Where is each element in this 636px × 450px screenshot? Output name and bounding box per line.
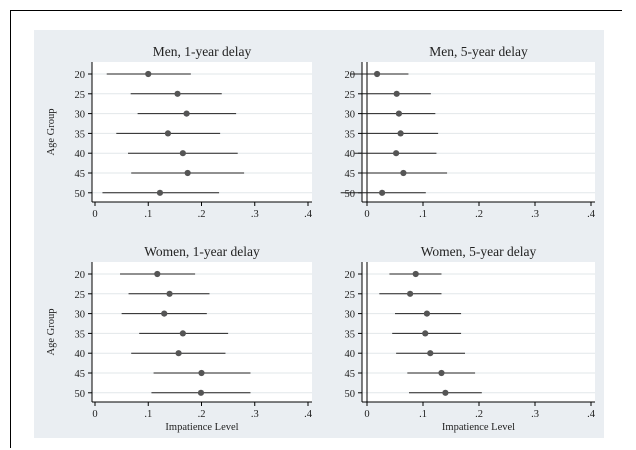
panel-1-point-estimate (156, 189, 164, 196)
panel-4-x-tick-label: 0 (364, 409, 369, 420)
panel-3-point-estimate (166, 290, 173, 297)
panel-2-point-estimate (395, 110, 403, 117)
panel-2-x-tick-label: .3 (531, 209, 539, 220)
panel-2-x-tick-label: .2 (475, 209, 483, 220)
panel-2-point-estimate (400, 169, 407, 177)
panel-1-y-tick-label: 25 (75, 90, 86, 101)
chart-grid: Men, 1-year delay 20 25 30 35 40 45 50 0 .1 .2 .3 .4… (46, 44, 596, 433)
panel-4-x-axis-label: Impatience Level (442, 422, 515, 433)
panel-2-y-tick-label: 30 (345, 110, 356, 121)
panel-3-x-tick-label: .2 (198, 409, 206, 420)
panel-2-point-estimate (393, 90, 400, 97)
panel-3-x-tick-label: .1 (144, 409, 152, 420)
figure-background: Men, 1-year delay 20 25 30 35 40 45 50 0 .1 .2 .3 .4… (34, 30, 604, 438)
panel-2-x-tick-label: 0 (364, 209, 369, 220)
panel-1-y-tick-label: 35 (75, 129, 86, 140)
panel-3-point-estimate (175, 350, 182, 357)
panel-4-x-tick-label: .2 (475, 409, 483, 420)
panel-3-point-estimate (154, 270, 161, 278)
panel-3-y-tick-label: 50 (75, 389, 86, 400)
panel-3-point-estimate (179, 330, 186, 337)
panel-2-y-tick-label: 25 (345, 90, 356, 101)
panel-1-y-tick-label: 40 (75, 149, 86, 160)
panel-4-point-estimate (407, 290, 414, 297)
panel-1-point-estimate (183, 110, 190, 117)
panel-3-y-tick-label: 45 (75, 369, 86, 380)
panel-1-plot-area (92, 62, 312, 202)
panel-1-point-estimate (184, 169, 191, 177)
panel-4-x-tick-label: .1 (419, 409, 427, 420)
panel-3-y-tick-label: 30 (75, 310, 86, 321)
panel-1-x-tick-label: .3 (251, 209, 259, 220)
panel-1-title: Men, 1-year delay (153, 44, 252, 59)
panel-1-x-tick-label: .1 (144, 209, 152, 220)
panel-1-point-estimate (174, 90, 181, 97)
panel-3-point-estimate (197, 389, 205, 396)
panel-4-x-tick-label: .3 (531, 409, 539, 420)
panel-4-point-estimate (423, 310, 431, 317)
panel-3-x-axis-label: Impatience Level (165, 422, 238, 433)
panel-1-y-tick-label: 20 (75, 70, 86, 81)
panel-4-x-tick-label: .4 (587, 409, 596, 420)
panel-3-title: Women, 1-year delay (144, 244, 260, 259)
panel-1-point-estimate (164, 130, 172, 137)
panel-1-point-estimate (179, 150, 186, 157)
panel-1-y-axis-label: Age Group (46, 109, 57, 156)
panel-4-point-estimate (422, 330, 429, 337)
panel-2-y-tick-label: 20 (345, 70, 356, 81)
panel-2-title: Men, 5-year delay (429, 44, 528, 59)
panel-3-x-tick-label: 0 (92, 409, 97, 420)
panel-1-y-tick-label: 50 (75, 189, 86, 200)
panel-2-plot-area (362, 62, 595, 202)
panel-4-y-tick-label: 40 (345, 349, 356, 360)
panel-2-x-tick-label: .1 (419, 209, 427, 220)
panel-2-point-estimate (373, 70, 381, 78)
panel-4-y-tick-label: 25 (345, 290, 356, 301)
panel-4-y-tick-label: 50 (345, 389, 356, 400)
panel-1-x-tick-label: 0 (92, 209, 97, 220)
panel-3-y-axis-label: Age Group (46, 309, 57, 356)
panel-2-point-estimate (393, 150, 400, 157)
figure-frame (10, 10, 622, 448)
panel-3-x-tick-label: .3 (251, 409, 259, 420)
panel-2-x-tick-label: .4 (587, 209, 596, 220)
panel-4-plot-area (362, 262, 595, 402)
panel-4-y-tick-label: 45 (345, 369, 356, 380)
panel-3-point-estimate (198, 369, 205, 377)
panel-2-point-estimate (379, 189, 386, 196)
panel-3-point-estimate (161, 310, 168, 317)
panel-3-x-tick-label: .4 (304, 409, 313, 420)
panel-4-point-estimate (427, 350, 434, 357)
panel-1-y-tick-label: 45 (75, 169, 86, 180)
panel-3-y-tick-label: 25 (75, 290, 86, 301)
panel-3-y-tick-label: 20 (75, 270, 86, 281)
panel-3-y-tick-label: 40 (75, 349, 86, 360)
panel-4-y-tick-label: 20 (345, 270, 356, 281)
panel-2-y-tick-label: 50 (345, 189, 356, 200)
panel-4-y-tick-label: 35 (345, 329, 356, 340)
panel-3-plot-area (92, 262, 312, 402)
panel-2-point-estimate (397, 130, 404, 137)
panel-4-point-estimate (438, 369, 445, 377)
panel-4-point-estimate (412, 270, 419, 278)
panel-1-x-tick-label: .4 (304, 209, 313, 220)
panel-2-y-tick-label: 35 (345, 129, 356, 140)
panel-2-y-tick-label: 40 (345, 149, 356, 160)
panel-4-title: Women, 5-year delay (421, 244, 537, 259)
panel-1-x-tick-label: .2 (198, 209, 206, 220)
panel-3-y-tick-label: 35 (75, 329, 86, 340)
panel-1-point-estimate (145, 70, 152, 78)
panel-1-y-tick-label: 30 (75, 110, 86, 121)
panel-4-y-tick-label: 30 (345, 310, 356, 321)
panel-2-y-tick-label: 45 (345, 169, 356, 180)
panel-4-point-estimate (442, 389, 449, 396)
